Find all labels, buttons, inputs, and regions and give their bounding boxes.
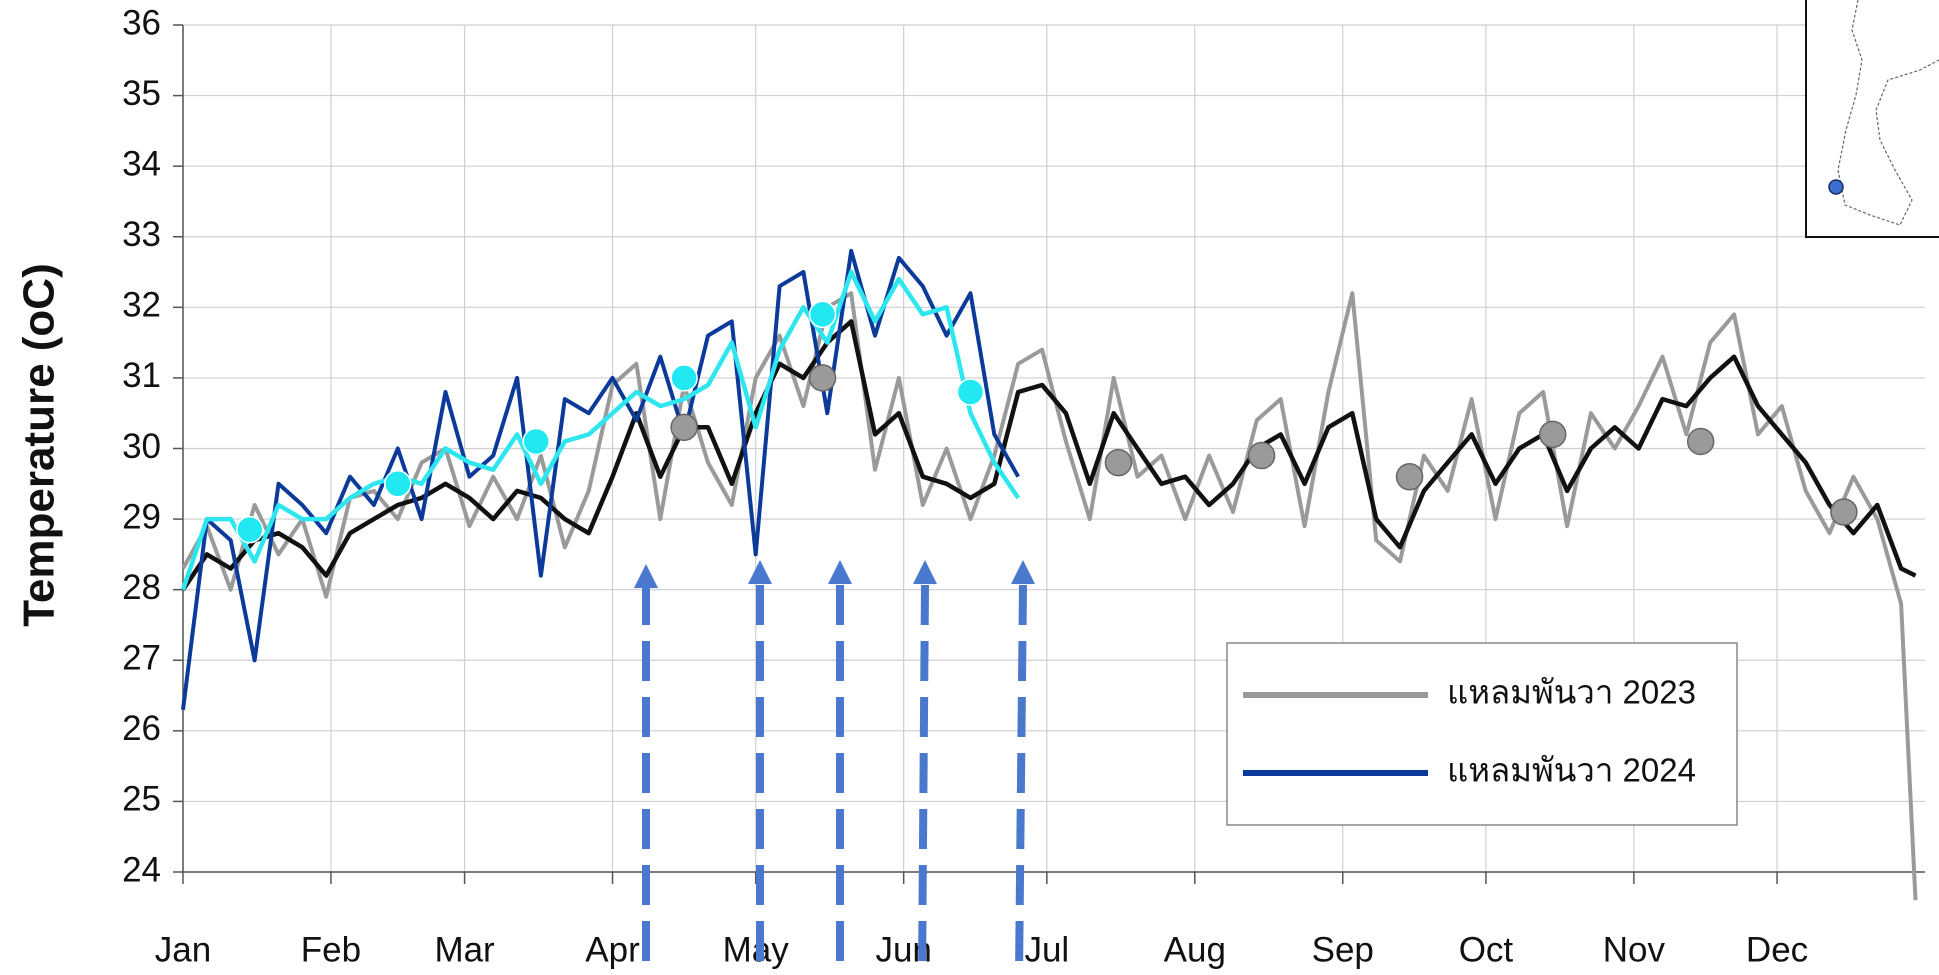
x-tick-label: Feb [301,930,361,969]
arrows [634,560,1035,975]
y-tick-label: 32 [122,286,161,325]
inset-location [1828,179,1844,195]
marker [236,515,264,544]
series-line [181,291,1918,901]
marker [956,378,985,406]
y-tick-label: 25 [122,780,161,819]
legend-items: แหลมพันวา 2023 แหลมพันวา 2024 [1243,674,1696,789]
legend: แหลมพันวา 2023 แหลมพันวา 2024 [1226,642,1738,826]
marker [1247,441,1276,470]
marker [670,413,698,442]
x-tick-label: Oct [1459,930,1514,969]
arrow-shafts [642,584,1027,975]
y-tick-label: 29 [122,497,161,536]
x-tick-label: Sep [1312,930,1374,969]
marker [808,364,837,392]
arrow-line [1015,584,1027,975]
marker [522,427,550,456]
y-tick-label: 30 [122,427,161,466]
marker [1538,420,1567,449]
marker [1686,427,1715,456]
marker [1830,498,1858,526]
arrow-head [748,560,772,584]
x-tick-label: Apr [585,930,640,969]
legend-frame [1226,642,1738,826]
y-tick-label: 33 [122,215,161,254]
x-tick-label: Nov [1603,930,1666,969]
x-tick-label: Jul [1024,930,1069,969]
arrow-head [634,564,658,588]
legend-label: แหลมพันวา 2024 [1447,752,1696,789]
plot-area [180,248,1918,901]
arrow-head [1011,560,1035,584]
y-tick-label: 31 [122,356,161,395]
y-tick-label: 34 [122,144,161,183]
x-tick-label: Mar [434,930,495,969]
marker [1395,462,1424,491]
y-tick-label: 27 [122,639,161,678]
y-axis-label: Temperature (oC) [15,263,64,626]
inset-frame [1805,0,1939,238]
grid: 24 25 26 27 28 29 30 31 32 33 34 35 36 Jan Feb Mar Apr Ma… [122,3,1925,969]
series-line [181,319,1917,591]
inset-map [1805,0,1939,238]
y-tick-label: 36 [122,3,161,42]
inset-coast [1837,0,1939,226]
x-tick-label: Jan [155,930,211,969]
series-line [180,269,1021,591]
x-tick-label: Dec [1746,930,1808,969]
legend-label: แหลมพันวา 2023 [1447,674,1696,711]
y-tick-label: 28 [122,568,161,607]
y-tick-label: 24 [122,850,161,889]
marker [670,364,698,392]
arrow-line [918,584,929,975]
arrow-head [913,560,937,584]
marker [1104,448,1133,477]
y-tick-label: 26 [122,709,161,748]
marker [384,470,412,498]
x-tick-label: Aug [1164,930,1226,969]
marker [808,300,837,329]
series-line [181,248,1020,710]
arrow-head [828,560,852,584]
x-tick-label: May [723,930,790,969]
y-tick-label: 35 [122,74,161,113]
